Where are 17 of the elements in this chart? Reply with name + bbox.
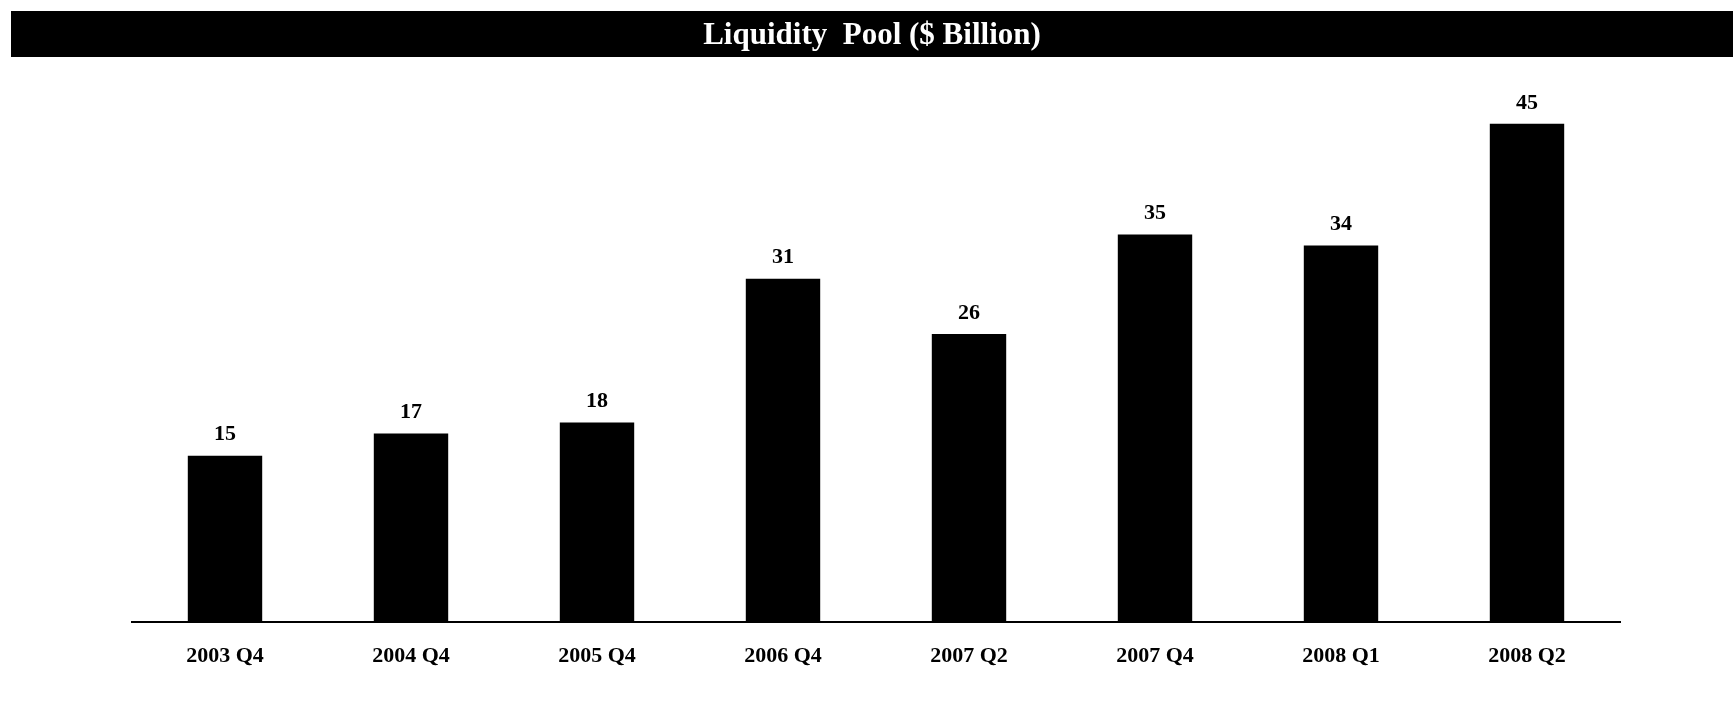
data-label: 35 bbox=[1144, 199, 1166, 225]
data-label: 31 bbox=[772, 243, 794, 269]
data-label: 26 bbox=[958, 298, 980, 324]
data-label: 15 bbox=[214, 420, 236, 446]
x-tick-label: 2004 Q4 bbox=[372, 642, 450, 668]
data-label: 45 bbox=[1516, 88, 1538, 114]
data-label: 18 bbox=[586, 387, 608, 413]
x-tick-label: 2007 Q2 bbox=[930, 642, 1008, 668]
x-tick-label: 2006 Q4 bbox=[744, 642, 822, 668]
x-tick-label: 2005 Q4 bbox=[558, 642, 636, 668]
data-label: 17 bbox=[400, 398, 422, 424]
x-tick-label: 2008 Q1 bbox=[1302, 642, 1380, 668]
data-label: 34 bbox=[1330, 210, 1352, 236]
chart-title: Liquidity Pool ($ Billion) bbox=[11, 11, 1733, 57]
x-tick-label: 2008 Q2 bbox=[1488, 642, 1566, 668]
x-tick-label: 2007 Q4 bbox=[1116, 642, 1194, 668]
x-tick-label: 2003 Q4 bbox=[186, 642, 264, 668]
